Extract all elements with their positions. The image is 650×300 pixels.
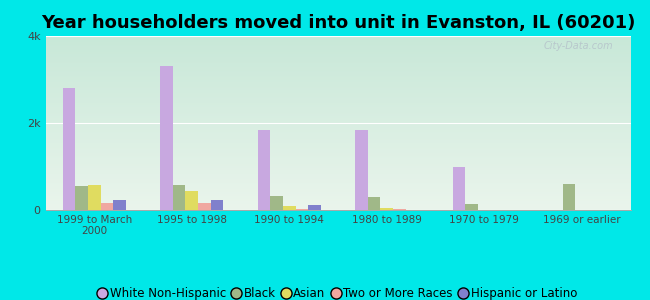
Bar [173,185,185,210]
Legend: White Non-Hispanic, Black, Asian, Two or More Races, Hispanic or Latino: White Non-Hispanic, Black, Asian, Two or… [94,283,582,300]
Bar [75,186,88,210]
Bar [368,196,380,210]
Bar [62,88,75,210]
Bar [393,209,406,210]
Bar [563,184,575,210]
Bar [257,130,270,210]
Bar [185,191,198,210]
Bar [283,206,296,210]
Text: City-Data.com: City-Data.com [543,41,613,51]
Bar [113,200,126,210]
Bar [296,209,308,210]
Bar [452,167,465,210]
Bar [270,196,283,210]
Bar [380,208,393,210]
Bar [465,204,478,210]
Bar [198,203,211,210]
Bar [160,66,173,210]
Bar [88,185,101,210]
Bar [308,205,321,210]
Title: Year householders moved into unit in Evanston, IL (60201): Year householders moved into unit in Eva… [41,14,635,32]
Bar [211,200,224,210]
Bar [101,203,113,210]
Bar [355,130,368,210]
